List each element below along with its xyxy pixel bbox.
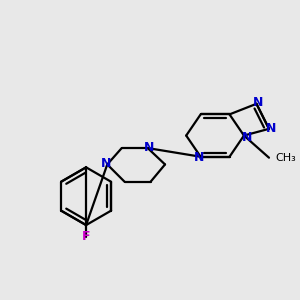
Text: N: N <box>242 131 252 144</box>
Text: CH₃: CH₃ <box>276 153 296 163</box>
Text: F: F <box>82 230 90 243</box>
Text: N: N <box>253 96 264 109</box>
Text: N: N <box>266 122 276 135</box>
Text: N: N <box>143 141 154 154</box>
Text: N: N <box>194 151 204 164</box>
Text: N: N <box>101 157 112 170</box>
